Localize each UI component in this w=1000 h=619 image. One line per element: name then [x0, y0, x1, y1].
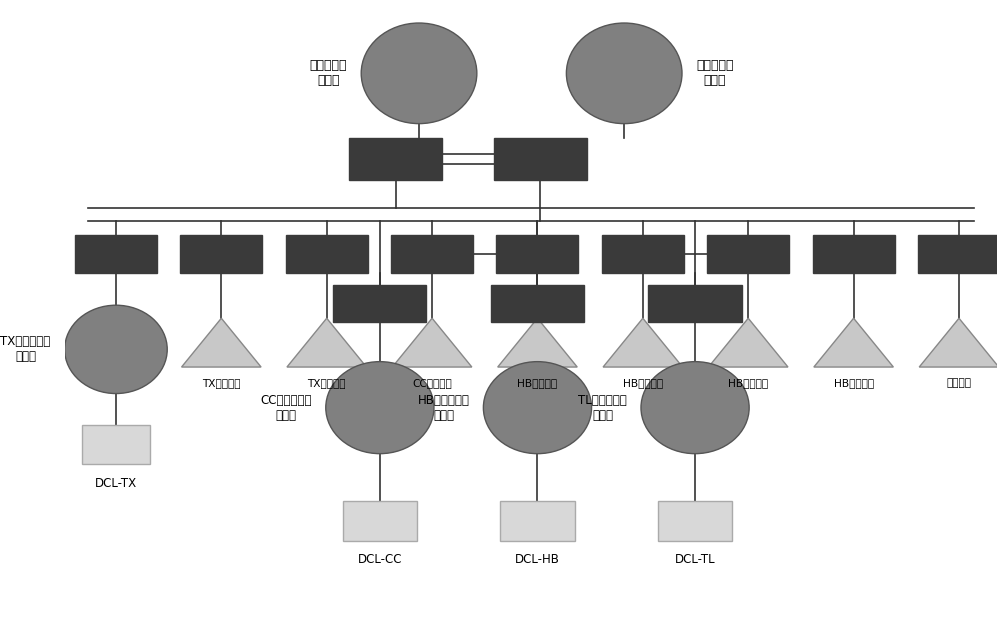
FancyBboxPatch shape: [391, 235, 473, 274]
Polygon shape: [498, 318, 577, 367]
FancyBboxPatch shape: [75, 235, 157, 274]
Text: 放行服务器
（备）: 放行服务器 （备）: [696, 59, 734, 87]
Text: DCL-CC: DCL-CC: [358, 553, 402, 566]
Text: DCL-HB: DCL-HB: [515, 553, 560, 566]
FancyBboxPatch shape: [496, 235, 578, 274]
Polygon shape: [287, 318, 366, 367]
FancyBboxPatch shape: [349, 139, 442, 180]
Text: DCL-TX: DCL-TX: [95, 477, 137, 490]
Text: DCL-TL: DCL-TL: [675, 553, 715, 566]
Text: HB塔台终端: HB塔台终端: [517, 378, 558, 388]
FancyBboxPatch shape: [500, 501, 575, 541]
FancyBboxPatch shape: [333, 285, 426, 322]
FancyBboxPatch shape: [491, 285, 584, 322]
Polygon shape: [392, 318, 472, 367]
Text: 中小机场: 中小机场: [946, 378, 971, 388]
Polygon shape: [919, 318, 999, 367]
FancyBboxPatch shape: [180, 235, 262, 274]
FancyBboxPatch shape: [707, 235, 789, 274]
Ellipse shape: [65, 305, 167, 394]
FancyBboxPatch shape: [648, 285, 742, 322]
Text: TX区管终端: TX区管终端: [307, 378, 346, 388]
Ellipse shape: [483, 361, 592, 454]
Text: HB区调终端: HB区调终端: [834, 378, 874, 388]
Text: TX塔台终端: TX塔台终端: [202, 378, 241, 388]
Ellipse shape: [641, 361, 749, 454]
Text: 放行服务器
（主）: 放行服务器 （主）: [310, 59, 347, 87]
FancyBboxPatch shape: [286, 235, 368, 274]
Text: HB区调终端: HB区调终端: [623, 378, 663, 388]
Text: HB塔台终端: HB塔台终端: [728, 378, 768, 388]
Polygon shape: [814, 318, 893, 367]
Text: CC塔台终端: CC塔台终端: [412, 378, 452, 388]
FancyBboxPatch shape: [602, 235, 684, 274]
Polygon shape: [182, 318, 261, 367]
Ellipse shape: [326, 361, 434, 454]
FancyBboxPatch shape: [658, 501, 732, 541]
Text: TX电子进程单
服务器: TX电子进程单 服务器: [0, 335, 51, 363]
FancyBboxPatch shape: [82, 425, 150, 464]
FancyBboxPatch shape: [494, 139, 587, 180]
FancyBboxPatch shape: [813, 235, 895, 274]
Ellipse shape: [361, 23, 477, 124]
Text: TL电子进程单
服务器: TL电子进程单 服务器: [578, 394, 627, 422]
FancyBboxPatch shape: [918, 235, 1000, 274]
Text: CC电子进程单
服务器: CC电子进程单 服务器: [260, 394, 312, 422]
Text: HB电子进程单
服务器: HB电子进程单 服务器: [418, 394, 469, 422]
Polygon shape: [603, 318, 683, 367]
Polygon shape: [708, 318, 788, 367]
Ellipse shape: [566, 23, 682, 124]
FancyBboxPatch shape: [343, 501, 417, 541]
